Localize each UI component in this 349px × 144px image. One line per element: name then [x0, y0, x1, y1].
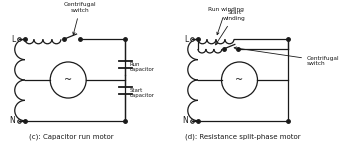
- Text: L: L: [11, 35, 15, 44]
- Text: ~: ~: [236, 75, 244, 85]
- Text: L: L: [184, 35, 188, 44]
- Text: N: N: [9, 116, 15, 125]
- Text: Centrifugal
switch: Centrifugal switch: [64, 2, 97, 35]
- Text: (c): Capacitor run motor: (c): Capacitor run motor: [29, 133, 114, 140]
- Text: Centrifugal
switch: Centrifugal switch: [234, 47, 340, 66]
- Text: Start
winding: Start winding: [216, 10, 246, 45]
- Text: N: N: [183, 116, 188, 125]
- Text: ~: ~: [64, 75, 72, 85]
- Text: Run
capacitor: Run capacitor: [130, 62, 155, 72]
- Text: (d): Resistance split-phase motor: (d): Resistance split-phase motor: [185, 133, 301, 140]
- Text: Run winding: Run winding: [208, 7, 244, 35]
- Text: Start
capacitor: Start capacitor: [130, 88, 155, 98]
